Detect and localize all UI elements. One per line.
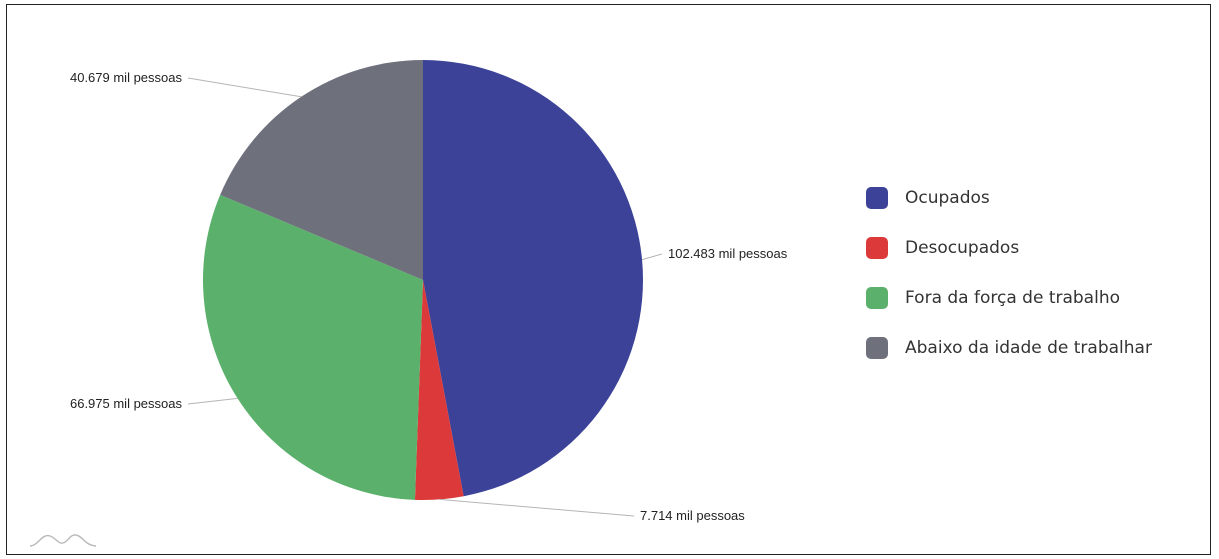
pie-slice-1[interactable] [423, 60, 643, 497]
label-connector [187, 397, 238, 405]
legend-swatch-ocupados [866, 186, 888, 209]
label-connector [439, 498, 635, 517]
mountain-logo-icon [29, 534, 97, 547]
data-label: 102.483 mil pessoas [668, 246, 788, 261]
legend-label: Desocupados [905, 237, 1020, 258]
legend: Ocupados Desocupados Fora da força de tr… [866, 184, 1152, 384]
data-label: 66.975 mil pessoas [70, 396, 183, 411]
legend-item-abaixo-da-idade[interactable]: Abaixo da idade de trabalhar [866, 334, 1152, 361]
data-label: 7.714 mil pessoas [640, 508, 745, 523]
pie-slice-3[interactable] [203, 194, 423, 500]
data-label: 40.679 mil pessoas [70, 70, 183, 85]
label-connector [187, 77, 302, 98]
legend-label: Abaixo da idade de trabalhar [905, 337, 1152, 358]
legend-swatch-fora-da-forca [866, 286, 888, 309]
legend-item-ocupados[interactable]: Ocupados [866, 184, 1152, 211]
legend-label: Fora da força de trabalho [905, 287, 1120, 308]
legend-item-desocupados[interactable]: Desocupados [866, 234, 1152, 261]
legend-swatch-desocupados [866, 236, 888, 259]
legend-item-fora-da-forca[interactable]: Fora da força de trabalho [866, 284, 1152, 311]
pie-slice-4[interactable] [220, 60, 423, 280]
legend-swatch-abaixo-da-idade [866, 336, 888, 359]
legend-label: Ocupados [905, 187, 990, 208]
label-connector [641, 253, 663, 261]
pie-slice-2[interactable] [414, 280, 464, 501]
